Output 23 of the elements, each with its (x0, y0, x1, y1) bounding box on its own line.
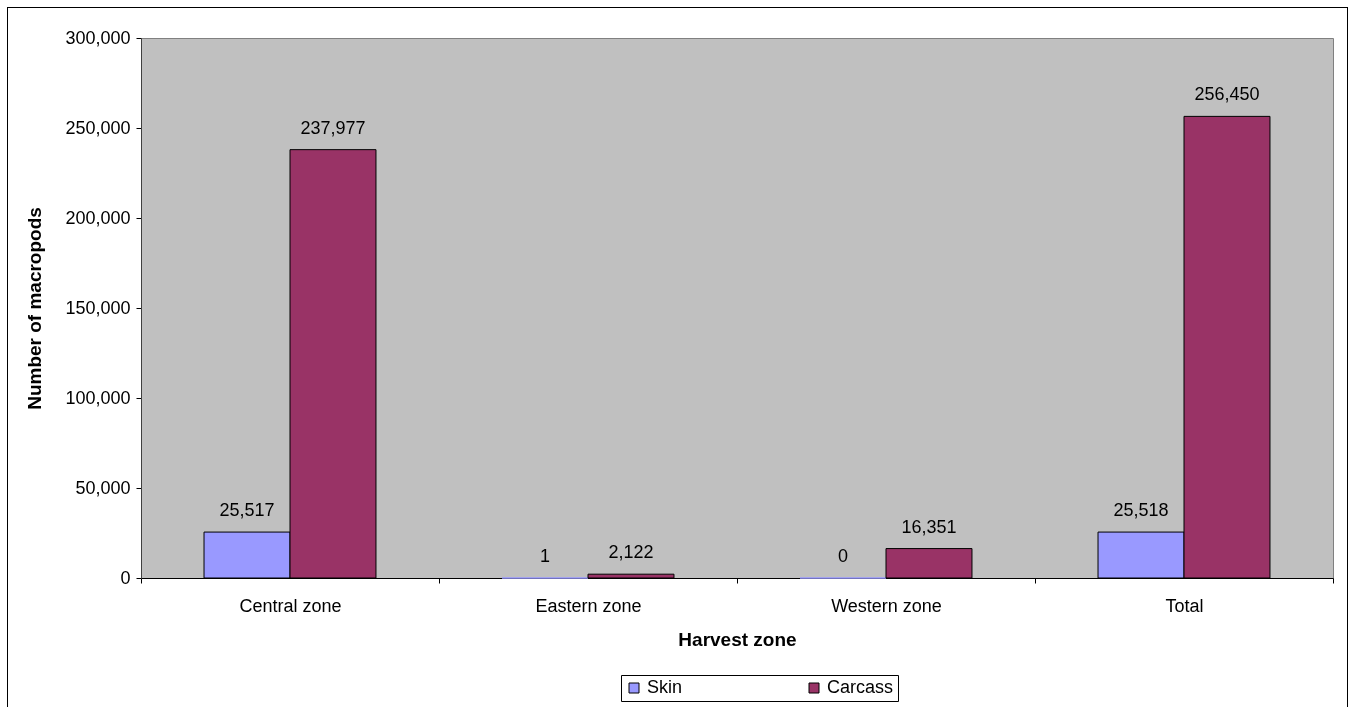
y-axis-title: Number of macropods (24, 207, 46, 410)
x-tick-label: Western zone (831, 595, 942, 616)
data-label: 1 (540, 546, 551, 566)
x-tick-label: Eastern zone (535, 595, 642, 616)
data-label: 256,450 (1194, 84, 1260, 105)
data-label: 237,977 (300, 117, 366, 138)
y-tick-label: 250,000 (65, 117, 131, 138)
y-tick-label: 300,000 (65, 27, 131, 48)
x-tick-label: Total (1165, 595, 1204, 616)
y-tick-label: 150,000 (65, 297, 131, 318)
y-tick-label: 100,000 (65, 387, 131, 408)
legend-label: Skin (647, 677, 683, 697)
data-label: 2,122 (608, 542, 654, 563)
data-label: 0 (838, 546, 849, 566)
y-tick-label: 200,000 (65, 207, 131, 228)
data-label: 16,351 (901, 516, 957, 537)
data-label: 25,517 (219, 500, 275, 521)
y-tick-label: 0 (120, 567, 131, 588)
x-tick-label: Central zone (239, 595, 342, 616)
y-tick-label: 50,000 (75, 477, 131, 498)
legend-label: Carcass (827, 677, 894, 697)
x-axis-title: Harvest zone (678, 628, 797, 650)
data-label: 25,518 (1113, 500, 1169, 521)
